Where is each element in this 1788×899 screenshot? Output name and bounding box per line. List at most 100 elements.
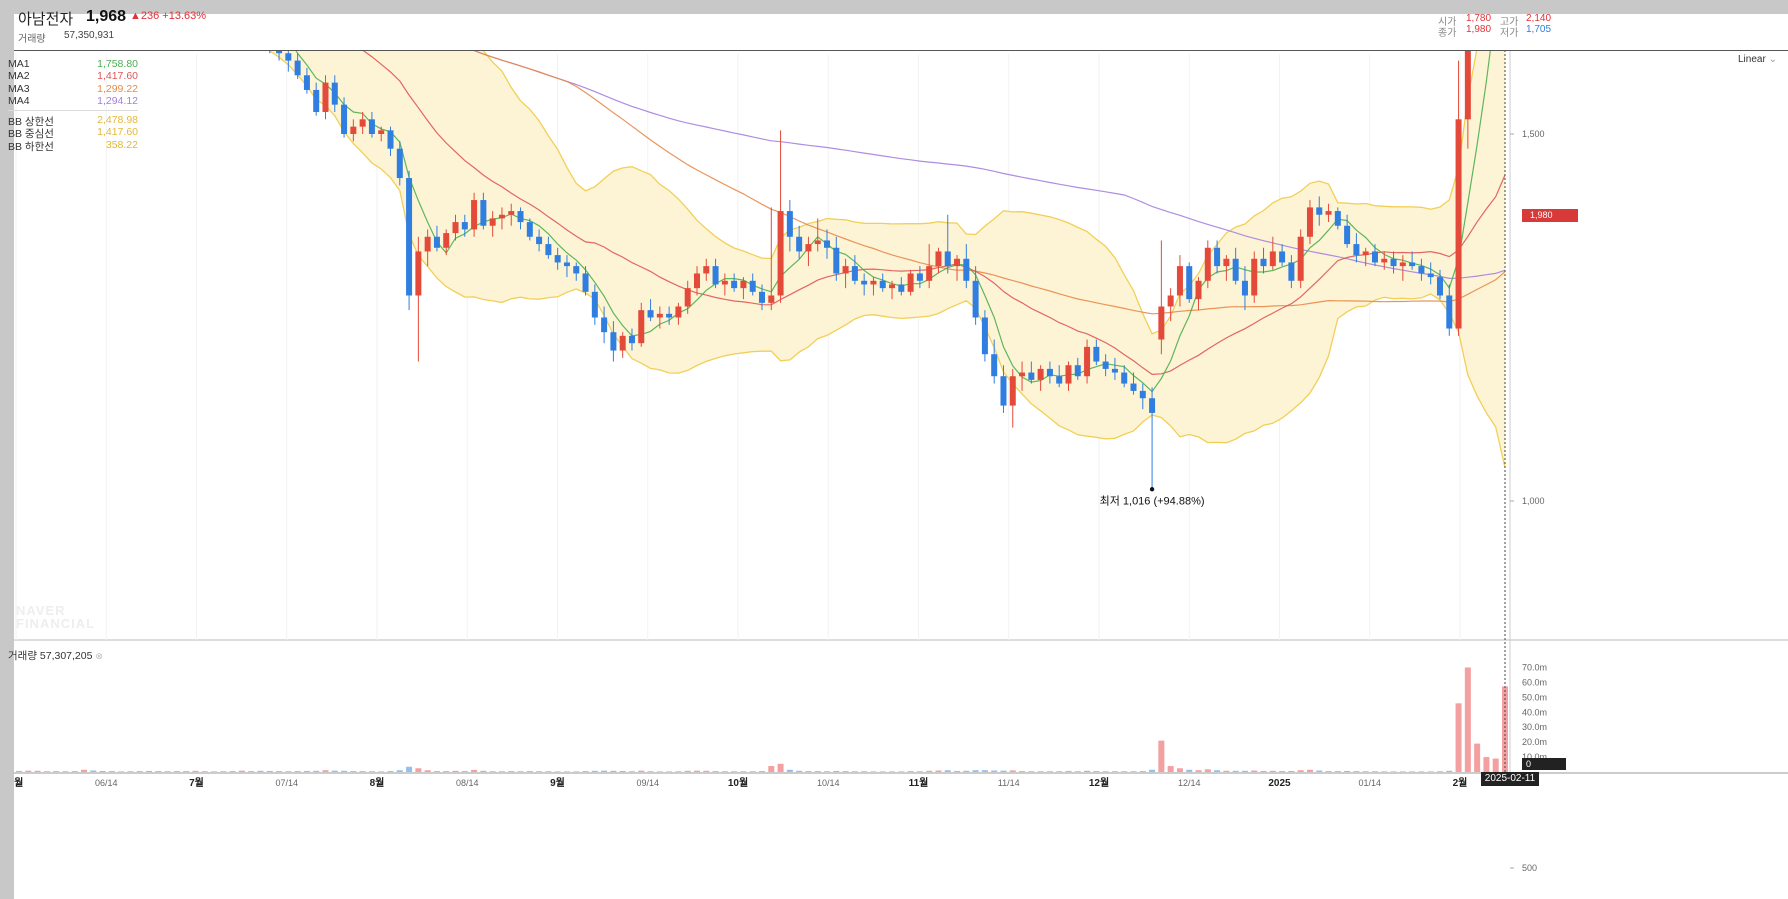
price-change: ▲236 +13.63% [130,10,207,22]
x-tick-label: 7월 [189,777,204,789]
volume-bar [1149,769,1156,772]
volume-bar [1000,770,1007,772]
volume-bar [387,771,394,772]
volume-bar [146,770,153,772]
volume-bar [1009,770,1016,772]
volume-bar [136,771,143,772]
volume-bar [768,766,775,772]
candle-body [471,200,478,230]
volume-bar [1186,769,1193,772]
stock-name[interactable]: 아남전자 [18,11,74,28]
settings-icon[interactable]: ⊗ [95,651,103,661]
legend-ma2[interactable]: MA2 1,417.60 [8,70,138,83]
candle-body [1074,365,1081,377]
candle-body [359,119,366,127]
close-label: 종가 [1438,28,1457,39]
volume-bar [433,771,440,772]
volume-bar [554,771,561,772]
candle-body [554,255,561,263]
candle-body [1464,14,1471,120]
volume-panel-title: 거래량 57,307,205 ⊗ [8,650,103,662]
volume-bar [229,771,236,772]
candle-body [1111,368,1118,373]
volume-bar [861,771,868,772]
volume-tick-label: 50.0m [1522,692,1547,702]
volume-bar [443,771,450,772]
candle-body [1436,277,1443,296]
x-tick-label: 2월 [1453,777,1468,789]
volume-bar [926,770,933,772]
legend-bb-upper[interactable]: BB 상한선 2,478.98 [8,114,138,129]
volume-bar [563,771,570,772]
low-marker [1149,487,1155,492]
legend-ma1[interactable]: MA1 1,758.80 [8,58,138,70]
volume-bar [1353,771,1360,772]
candle-body [805,244,812,252]
scale-selector[interactable]: Linear ⌄ [1738,54,1777,65]
candle-body [721,280,728,285]
volume-bar [34,770,41,772]
candle-body [842,266,849,274]
candle-body [610,332,617,351]
volume-bar [368,771,375,772]
close-value: 1,980 [1466,24,1492,35]
candle-body [768,295,775,303]
volume-bar [285,771,292,772]
candle-body [1121,372,1128,384]
volume-bar [461,771,468,772]
x-tick-label: 6월 [14,777,23,789]
candle-body [898,284,905,292]
candle-body [786,211,793,237]
candle-body [387,130,394,149]
candle-body [285,53,292,61]
volume-bar [786,769,793,772]
volume-bar [731,771,738,772]
volume-bar [684,770,691,772]
candle-body [981,317,988,355]
volume-bar [805,771,812,772]
volume-bar [1371,771,1378,772]
legend-bb-middle[interactable]: BB 중심선 1,417.60 [8,126,138,141]
candle-body [601,317,608,333]
volume-bar [1093,771,1100,772]
volume-bar [201,771,208,772]
bb-upper-line [456,14,1486,335]
volume-bar [406,766,413,772]
volume-bar [1139,771,1146,772]
legend-ma3[interactable]: MA3 1,299.22 [8,82,138,95]
candle-body [851,266,858,281]
candle-body [991,354,998,377]
candle-body [1019,372,1026,377]
volume-bar [350,771,357,772]
candle-body [954,258,961,267]
volume-bar [1316,770,1323,772]
volume-bar [1334,771,1341,772]
candle-body [573,266,580,274]
volume-bar [1297,770,1304,772]
candle-body [1084,346,1091,377]
candle-body [1186,266,1193,300]
candlestick-chart[interactable]: 5001,0001,5002,0002,50010.0m20.0m30.0m40… [14,14,1788,899]
candle-body [536,236,543,245]
volume-bar [870,771,877,772]
candle-body [907,273,914,292]
candle-body [1316,207,1323,215]
volume-bar [508,771,515,772]
volume-tick-label: 20.0m [1522,737,1547,747]
volume-bar [833,770,840,772]
watermark-logo: NAVER FINANCIAL [16,603,96,631]
candle-body [1390,258,1397,267]
x-tick-label: 06/14 [95,778,118,788]
legend-divider [8,110,138,112]
volume-label: 거래량 [18,34,46,45]
legend-bb-lower[interactable]: BB 하한선 358.22 [8,138,138,153]
volume-tick-label: 10.0m [1522,752,1547,762]
volume-bar [749,771,756,772]
volume-bar [638,770,645,772]
candle-body [638,310,645,344]
volume-bar [276,771,283,772]
volume-bar [331,770,338,772]
volume-bar [536,771,543,772]
volume-bar [108,771,115,772]
legend-ma4[interactable]: MA4 1,294.12 [8,94,138,107]
